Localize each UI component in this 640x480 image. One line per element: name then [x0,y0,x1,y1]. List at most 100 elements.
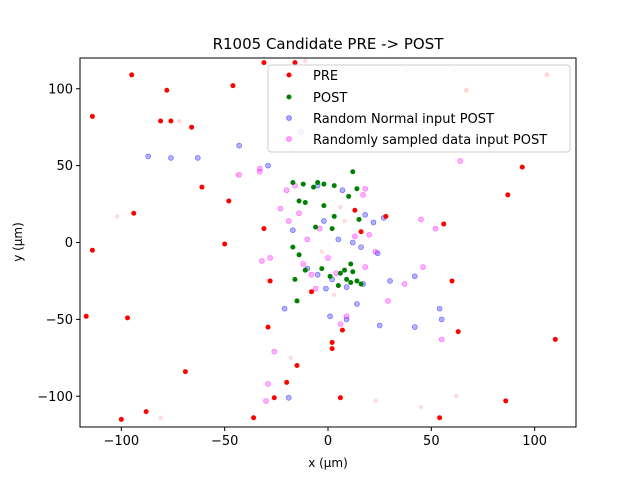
pre-point [131,210,137,216]
pre-point [83,313,89,319]
post-point [344,276,350,282]
y-tick-label: 50 [56,159,73,174]
chart-title: R1005 Candidate PRE -> POST [213,35,445,53]
pre-point [118,416,124,422]
legend-marker-pre [286,72,292,78]
pre-point [383,213,389,219]
post-point [331,183,337,189]
pre-point [437,415,443,421]
pre-point [337,395,343,401]
post-point [350,169,356,175]
randomly-sampled-point [285,218,292,224]
pre-point [449,278,455,284]
post-point [342,267,348,273]
legend-marker-random-normal [286,115,292,121]
faded-point [418,404,424,410]
randomly-sampled-point [343,313,350,320]
randomly-sampled-point [401,281,408,287]
pre-point [552,336,558,342]
y-axis-label: y (μm) [11,222,25,262]
pre-point [226,198,232,204]
random-normal-point [335,236,342,243]
post-point [335,283,341,289]
randomly-sampled-point [418,216,424,223]
random-normal-point [285,394,292,401]
x-tick-label: 50 [423,434,440,449]
randomly-sampled-point [256,168,263,175]
post-point [290,244,296,250]
random-normal-point [349,239,356,246]
post-point [350,269,356,275]
legend-label-random-normal: Random Normal input POST [313,112,494,127]
random-normal-point [236,142,242,149]
y-axis-ticks: −100 −50 0 50 100 [37,82,80,405]
post-point [348,261,354,267]
random-normal-point [145,153,151,160]
randomly-sampled-point [312,285,319,292]
pre-point [168,118,174,124]
faded-point [115,214,120,219]
legend-label-post: POST [313,91,347,106]
pre-point [441,221,447,227]
random-normal-point [411,273,418,280]
post-point [302,267,308,273]
post-point [329,226,335,232]
randomly-sampled-point [259,258,265,264]
legend-label-pre: PRE [313,69,338,84]
post-point [302,200,308,206]
randomly-sampled-point [372,248,379,255]
post-point [319,266,325,272]
random-normal-point [358,244,364,250]
random-normal-point [323,285,329,292]
pre-point [230,83,236,89]
post-point [321,181,327,187]
pre-point [199,184,205,190]
random-normal-point [387,278,393,284]
random-normal-point [436,305,443,312]
post-point [354,186,360,192]
pre-point [222,241,228,247]
post-point [292,276,298,282]
random-normal-point [195,155,201,161]
post-point [321,203,327,209]
post-point [348,279,354,285]
faded-point [332,292,337,297]
pre-point [158,118,164,124]
pre-point [294,363,300,368]
randomly-sampled-point [296,210,302,217]
x-tick-label: −50 [211,434,238,449]
randomly-sampled-point [362,264,369,270]
random-normal-point [376,322,383,329]
randomly-sampled-point [304,236,311,243]
x-axis-ticks: −100 −50 0 50 100 [103,427,547,449]
pre-point [265,324,271,330]
random-normal-point [265,162,271,169]
x-tick-label: −100 [103,434,139,449]
faded-point [288,355,293,361]
randomly-sampled-point [256,165,263,172]
randomly-sampled-point [432,225,439,232]
faded-point [453,394,459,399]
legend-marker-randomly-sampled [286,136,292,142]
post-point [294,298,300,304]
random-normal-point [321,218,327,224]
legend: PRE POST Random Normal input POST Random… [267,64,571,153]
faded-point [338,204,343,210]
pre-point [352,207,358,213]
pre-point [339,327,345,333]
pre-point [182,369,188,375]
pre-point [505,192,511,198]
pre-point [125,315,131,321]
pre-point [261,226,267,232]
post-point [311,184,317,190]
post-point [313,224,319,230]
post-point [296,252,302,258]
randomly-sampled-point [300,261,307,267]
randomly-sampled-point [362,185,369,192]
pre-point [189,124,195,130]
x-axis-label: x (μm) [308,456,348,470]
pre-point [503,398,509,404]
random-normal-point [314,271,321,278]
post-point [290,180,296,186]
randomly-sampled-point [265,381,271,387]
